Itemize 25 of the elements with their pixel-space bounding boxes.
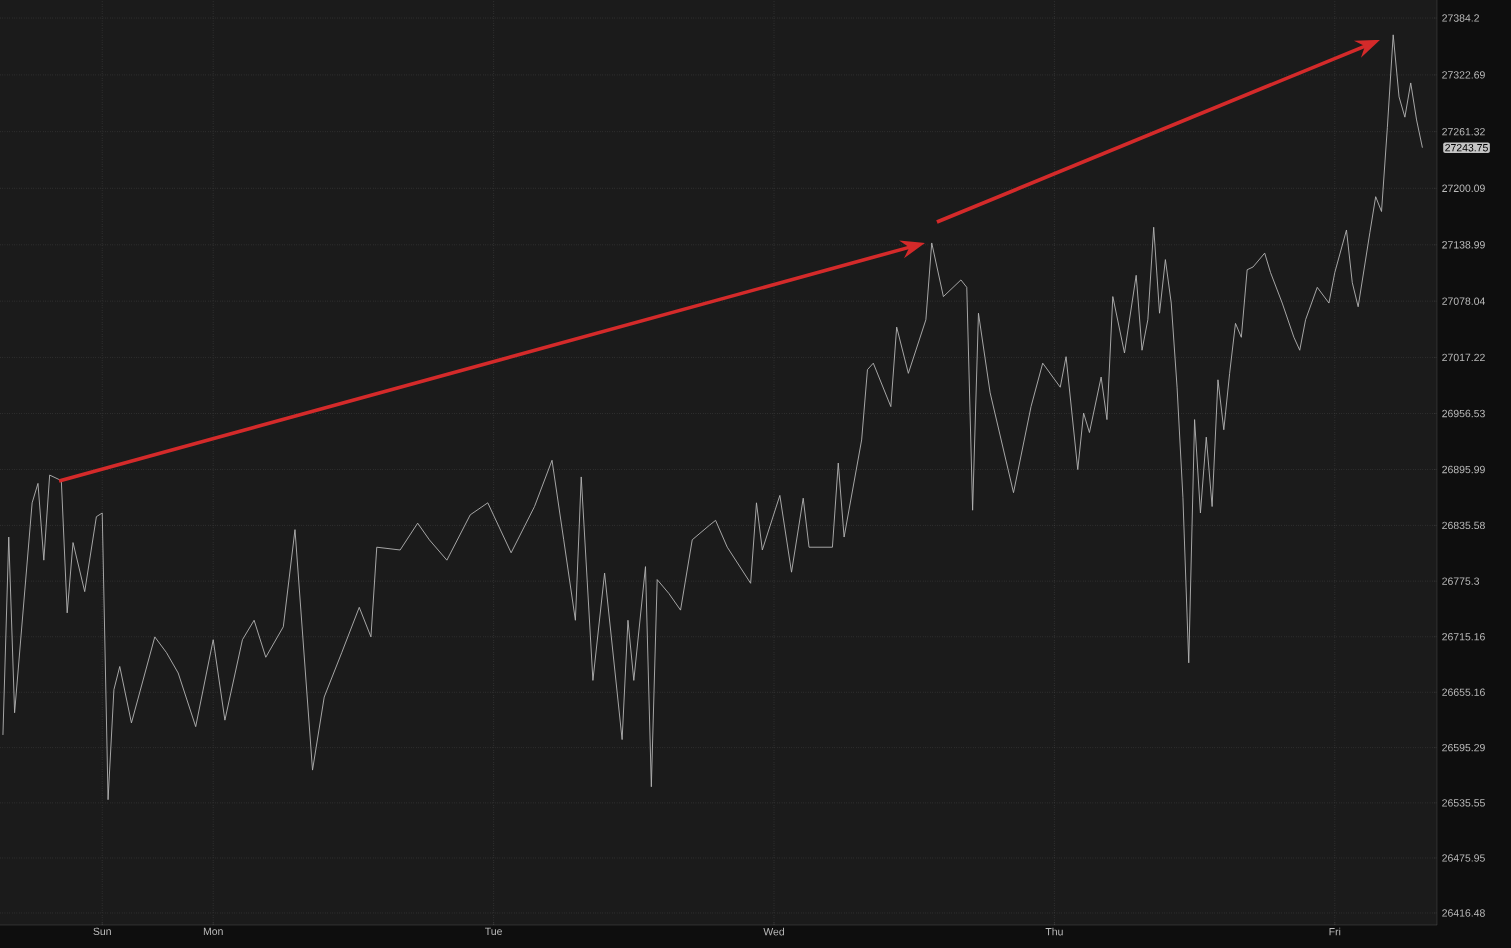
- y-tick-label: 26595.29: [1442, 743, 1485, 752]
- x-tick-label: Wed: [763, 927, 784, 936]
- y-tick-label: 26475.95: [1442, 854, 1485, 862]
- line-series: [2, 34, 1423, 801]
- y-tick-label: 27261.32: [1442, 127, 1485, 136]
- y-tick-label: 26956.53: [1442, 409, 1485, 418]
- y-tick-label: 26535.55: [1442, 799, 1485, 807]
- x-tick-label: Fri: [1329, 927, 1341, 936]
- y-tick-label: 27078.04: [1442, 297, 1485, 305]
- y-tick-label: 27322.69: [1442, 71, 1485, 79]
- y-tick-label: 26775.3: [1442, 577, 1480, 585]
- y-tick-label: 26416.48: [1442, 909, 1485, 917]
- y-tick-label: 26715.16: [1442, 633, 1485, 641]
- text: 27243.75: [1445, 143, 1488, 152]
- y-tick-label: 27138.99: [1442, 241, 1485, 249]
- x-tick-label: Thu: [1045, 927, 1063, 936]
- y-tick-label: 27017.22: [1442, 353, 1485, 362]
- x-tick-label: Sun: [93, 927, 111, 936]
- y-tick-label: 26835.58: [1442, 521, 1485, 530]
- y-tick-label: 26655.16: [1442, 688, 1485, 696]
- x-tick-label: Mon: [203, 927, 223, 935]
- y-tick-label: 27384.2: [1442, 14, 1479, 22]
- x-tick-label: Tue: [485, 927, 502, 935]
- y-tick-label: 26895.99: [1442, 465, 1485, 474]
- y-tick-label: 27200.09: [1442, 184, 1485, 192]
